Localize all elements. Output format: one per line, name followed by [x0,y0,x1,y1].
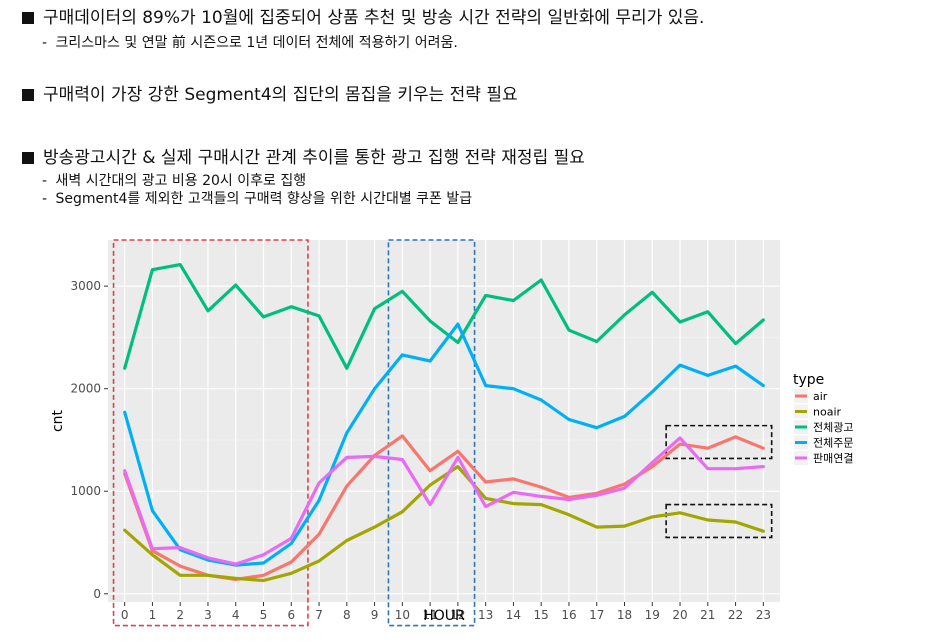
dash-marker: - [42,173,48,189]
x-tick-label: 5 [260,608,268,622]
series-line [123,436,765,566]
x-tick-label: 15 [534,608,549,622]
x-tick-label: 17 [589,608,604,622]
dashed-highlight-box [665,424,773,460]
x-tick-label: 11 [422,608,437,622]
x-tick-label: 21 [700,608,715,622]
legend-label: 전체주문 [813,437,853,450]
x-tick-label: 7 [315,608,323,622]
x-tick-label: 9 [371,608,379,622]
bullet-line: 방송광고시간 & 실제 구매시간 관계 추이를 통한 광고 집행 전략 재정립 … [22,148,585,168]
bullet-line: 구매력이 가장 강한 Segment4의 집단의 몸집을 키우는 전략 필요 [22,85,518,105]
bullet-block-3: 방송광고시간 & 실제 구매시간 관계 추이를 통한 광고 집행 전략 재정립 … [22,148,585,208]
x-axis-label: HOUR [423,608,465,624]
y-tick-label: 3000 [70,279,101,293]
x-tick-label: 14 [506,608,521,622]
legend-label: 판매연결 [813,452,853,465]
series-line [123,465,765,583]
y-axis-label: cnt [50,409,66,432]
x-tick-label: 18 [617,608,632,622]
annotation-boxes [112,239,773,627]
x-tick-label: 20 [672,608,687,622]
x-tick-label: 4 [232,608,240,622]
dash-marker: - [42,35,48,51]
bullet-block-2: 구매력이 가장 강한 Segment4의 집단의 몸집을 키우는 전략 필요 [22,85,518,105]
bullet-text: 구매력이 가장 강한 Segment4의 집단의 몸집을 키우는 전략 필요 [43,85,518,105]
x-tick-label: 1 [149,608,157,622]
x-tick-label: 19 [645,608,660,622]
x-tick-label: 6 [287,608,295,622]
square-bullet-icon [22,152,34,164]
series-line [123,262,765,370]
x-tick-label: 12 [450,608,465,622]
legend-label: noair [813,406,841,419]
legend-label: air [813,390,828,403]
dashed-highlight-box [665,503,773,539]
y-tick-label: 1000 [70,484,101,498]
x-tick-label: 3 [204,608,212,622]
x-tick-label: 0 [121,608,129,622]
x-tick-label: 16 [561,608,576,622]
y-tick-label: 0 [93,587,101,601]
dash-marker: - [42,191,48,207]
sub-bullet: - 크리스마스 및 연말 前 시즌으로 1년 데이터 전체에 적용하기 어려움. [22,34,704,52]
x-tick-label: 10 [395,608,410,622]
x-tick-label: 13 [478,608,493,622]
sub-bullet-text: 새벽 시간대의 광고 비용 20시 이후로 집행 [55,173,307,189]
bullet-line: 구매데이터의 89%가 10월에 집중되어 상품 추천 및 방송 시간 전략의 … [22,8,704,28]
square-bullet-icon [22,89,34,101]
square-bullet-icon [22,12,34,24]
bullet-text: 구매데이터의 89%가 10월에 집중되어 상품 추천 및 방송 시간 전략의 … [43,8,705,28]
sub-bullet: - 새벽 시간대의 광고 비용 20시 이후로 집행 [22,172,585,190]
plot-panel [108,240,780,602]
sub-bullet-text: 크리스마스 및 연말 前 시즌으로 1년 데이터 전체에 적용하기 어려움. [55,35,458,51]
x-tick-label: 22 [728,608,743,622]
series-lines [123,262,765,583]
x-tick-label: 8 [343,608,351,622]
x-tick-label: 2 [176,608,184,622]
sub-bullet: - Segment4를 제외한 고객들의 구매력 향상을 위한 시간대별 쿠폰 … [22,190,585,208]
bullet-block-1: 구매데이터의 89%가 10월에 집중되어 상품 추천 및 방송 시간 전략의 … [22,8,704,52]
sub-bullet-text: Segment4를 제외한 고객들의 구매력 향상을 위한 시간대별 쿠폰 발급 [55,191,473,207]
x-tick-label: 23 [756,608,771,622]
legend-title: type [793,372,824,388]
y-tick-label: 2000 [70,382,101,396]
dashed-highlight-box [112,239,309,627]
legend-label: 전체광고 [813,421,853,434]
bullet-text: 방송광고시간 & 실제 구매시간 관계 추이를 통한 광고 집행 전략 재정립 … [43,148,585,168]
dashed-highlight-box [387,239,476,627]
